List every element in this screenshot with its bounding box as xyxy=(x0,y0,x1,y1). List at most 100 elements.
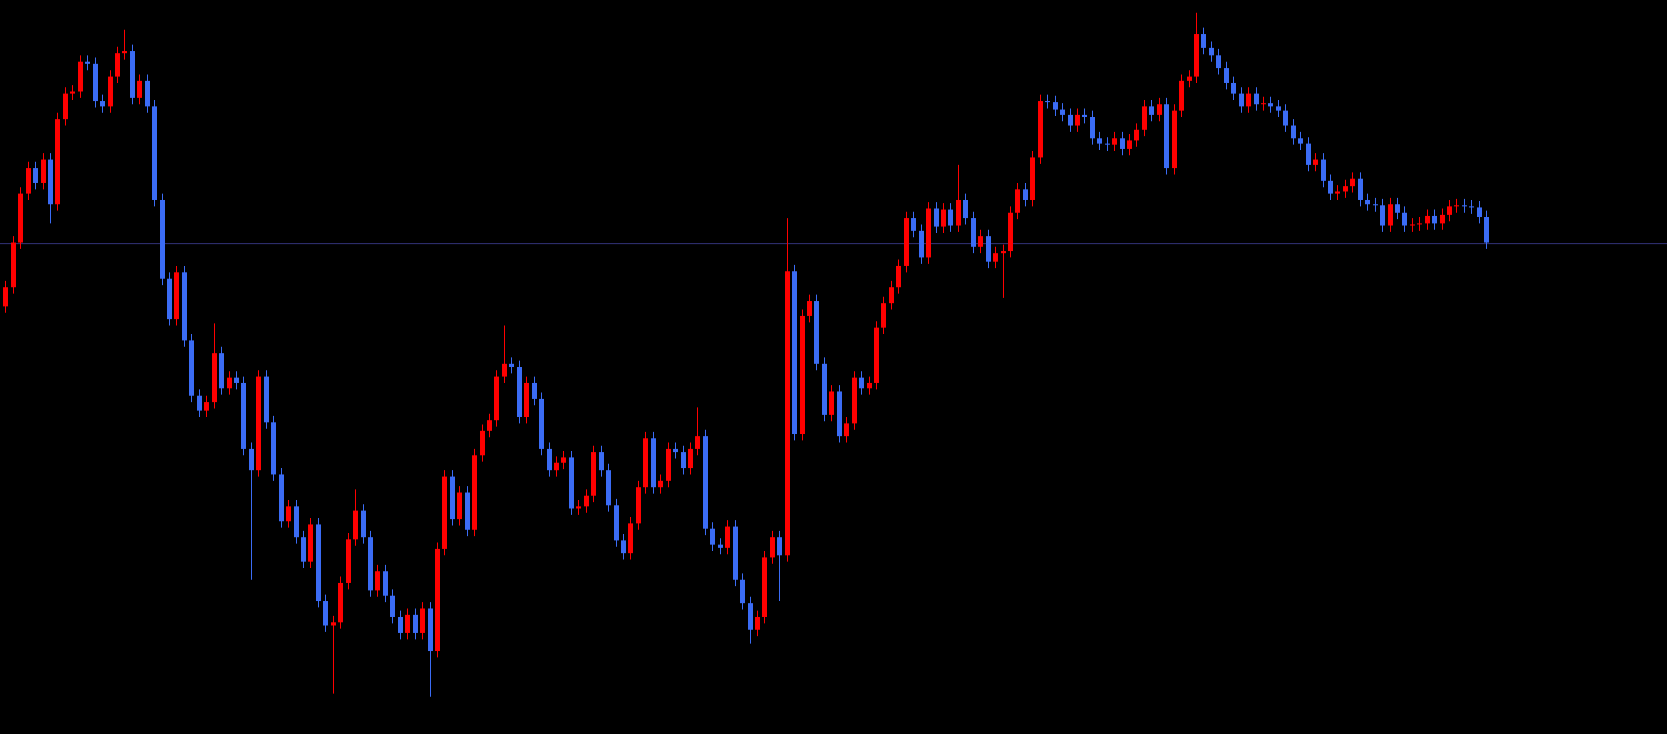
candle-body xyxy=(450,476,455,520)
candle-body xyxy=(457,492,462,520)
candle-body xyxy=(1254,93,1259,105)
candle-body xyxy=(874,327,879,383)
candle-body xyxy=(1030,157,1035,200)
candle-body xyxy=(785,271,790,556)
candle-body xyxy=(896,265,901,288)
candle-body xyxy=(331,622,336,626)
candle-body xyxy=(48,159,53,205)
candle-body xyxy=(442,476,447,549)
candle-body xyxy=(681,452,686,469)
candle-body xyxy=(264,376,269,423)
candle-body xyxy=(108,76,113,107)
candle-body xyxy=(941,209,946,227)
candle-body xyxy=(1224,68,1229,83)
candle-body xyxy=(115,53,120,77)
candle-body xyxy=(800,315,805,435)
candle-body xyxy=(554,462,559,471)
candle-body xyxy=(695,436,700,449)
candle-body xyxy=(822,363,827,415)
candle-body xyxy=(398,616,403,633)
candle-body xyxy=(606,470,611,506)
candle-body xyxy=(502,363,507,377)
candle-body xyxy=(383,571,388,596)
candle-body xyxy=(1425,215,1430,224)
candle-body xyxy=(160,199,165,279)
candle-body xyxy=(212,353,217,403)
candle-body xyxy=(271,422,276,475)
candle-body xyxy=(145,80,150,107)
candle-body xyxy=(777,537,782,556)
candle-body xyxy=(227,377,232,389)
candle-body xyxy=(361,510,366,538)
candle-body xyxy=(1127,140,1132,149)
candle-body xyxy=(986,236,991,262)
candle-body xyxy=(41,159,46,183)
candle-body xyxy=(93,63,98,102)
candle-body xyxy=(346,539,351,583)
candle-body xyxy=(1015,189,1020,213)
candle-body xyxy=(1380,205,1385,226)
candle-body xyxy=(651,438,656,488)
candle-body xyxy=(1283,110,1288,126)
candle-body xyxy=(569,457,574,509)
candle-body xyxy=(718,544,723,548)
candle-body xyxy=(1417,223,1422,225)
candle-body xyxy=(137,80,142,98)
candle-body xyxy=(1462,205,1467,207)
candle-body xyxy=(1001,251,1006,254)
candle-body xyxy=(1484,217,1489,243)
candle-body xyxy=(852,377,857,424)
candle-body xyxy=(1038,101,1043,158)
candle-body xyxy=(256,376,261,471)
candle-body xyxy=(904,218,909,266)
candle-body xyxy=(1313,159,1318,165)
candle-body xyxy=(219,353,224,389)
candle-body xyxy=(1023,189,1028,200)
candle-body xyxy=(1008,212,1013,252)
candle-body xyxy=(1120,138,1125,149)
candle-body xyxy=(1142,106,1147,130)
candle-body xyxy=(1105,143,1110,145)
candle-body xyxy=(301,537,306,562)
candle-body xyxy=(1239,93,1244,107)
candle-body xyxy=(308,524,313,562)
candle-body xyxy=(1268,103,1273,107)
candle-body xyxy=(740,579,745,604)
candle-body xyxy=(599,452,604,471)
candle-body xyxy=(561,457,566,463)
candle-body xyxy=(1053,102,1058,110)
candle-body xyxy=(1068,114,1073,126)
candle-body xyxy=(881,303,886,328)
candle-body xyxy=(435,548,440,652)
candle-body xyxy=(1402,212,1407,226)
candle-body xyxy=(241,382,246,449)
candle-body xyxy=(762,557,767,617)
candle-body xyxy=(465,492,470,530)
candle-body xyxy=(532,382,537,399)
candle-body xyxy=(420,608,425,633)
candle-body xyxy=(494,376,499,421)
candle-body xyxy=(725,526,730,548)
candle-body xyxy=(710,528,715,545)
candle-body xyxy=(1321,159,1326,181)
candle-body xyxy=(1454,205,1459,207)
candle-body xyxy=(547,448,552,471)
candle-body xyxy=(1395,204,1400,213)
candle-body xyxy=(152,106,157,200)
candle-body xyxy=(1060,109,1065,115)
candle-body xyxy=(1440,214,1445,224)
candle-body xyxy=(1097,138,1102,144)
candle-body xyxy=(829,391,834,415)
candle-body xyxy=(1298,138,1303,144)
candle-body xyxy=(591,452,596,496)
candle-body xyxy=(182,272,187,341)
candle-body xyxy=(1261,103,1266,105)
candle-body xyxy=(1231,82,1236,94)
candle-body xyxy=(1477,207,1482,218)
candle-body xyxy=(1410,224,1415,226)
candle-body xyxy=(926,208,931,258)
candle-body xyxy=(1335,191,1340,194)
candle-body xyxy=(703,436,708,529)
candle-body xyxy=(1112,138,1117,145)
